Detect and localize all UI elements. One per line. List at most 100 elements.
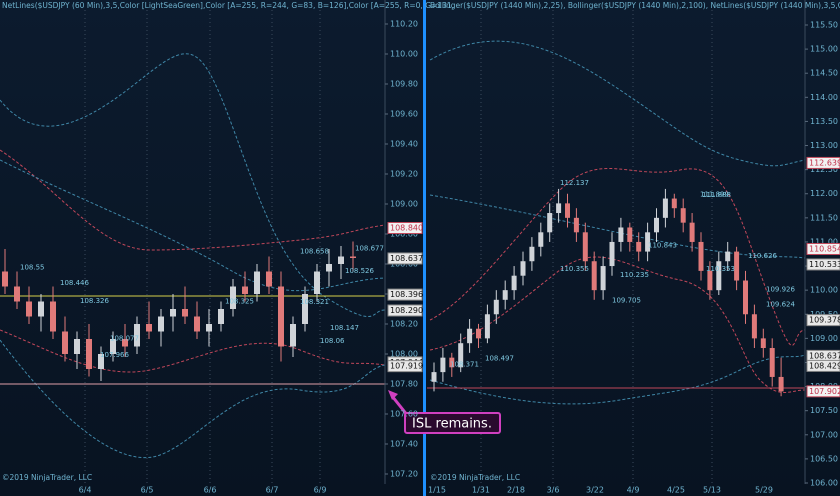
price-tag <box>387 304 423 317</box>
candle-body <box>266 271 272 287</box>
net-label: 108.526 <box>345 267 374 275</box>
net-label: 109.926 <box>766 286 795 294</box>
net-label: 111.899 <box>700 191 729 199</box>
price-tag-label: 108.840 <box>390 224 423 233</box>
y-tick-label: 111.00 <box>810 237 838 246</box>
net-label: 108.677 <box>355 244 384 252</box>
y-tick-label: 110.00 <box>810 286 838 295</box>
price-tag <box>806 156 840 169</box>
net-label: 108.371 <box>450 361 479 369</box>
y-tick-label: 113.00 <box>810 141 838 150</box>
candle-body <box>618 227 624 242</box>
price-tag <box>387 288 423 301</box>
candle-body <box>146 324 152 332</box>
price-tag <box>806 258 840 271</box>
candle-body <box>326 264 332 272</box>
candle-body <box>26 301 32 317</box>
net-label: 108.147 <box>330 324 359 332</box>
price-tag-label: 108.290 <box>390 306 423 315</box>
x-tick-label: 6/4 <box>79 486 92 495</box>
x-tick-label: 3/6 <box>547 486 560 495</box>
indicator-header: Bollinger($USDJPY (1440 Min),2,25), Boll… <box>430 1 840 10</box>
net-label: 110.355 <box>560 265 589 273</box>
candle-body <box>538 232 544 247</box>
candle-body <box>698 241 704 271</box>
net-label: 110.626 <box>748 252 777 260</box>
y-tick-label: 110.00 <box>390 50 418 59</box>
candle-body <box>50 301 56 332</box>
y-tick-label: 113.50 <box>810 117 838 126</box>
x-tick-label: 3/22 <box>586 486 604 495</box>
y-tick-label: 109.20 <box>390 170 418 179</box>
candle-body <box>458 343 464 368</box>
candle-body <box>547 213 553 233</box>
x-tick-label: 6/9 <box>314 486 327 495</box>
price-tag-label: 110.854 <box>809 244 840 253</box>
candle-body <box>218 309 224 324</box>
net-label: 108.321 <box>300 298 329 306</box>
net-label: 108.325 <box>225 297 254 305</box>
price-tag <box>387 252 423 265</box>
candle-body <box>760 338 766 349</box>
divider <box>423 0 426 496</box>
candle-body <box>314 271 320 294</box>
x-tick-label: 4/25 <box>667 486 685 495</box>
candle-body <box>440 357 446 373</box>
candle-body <box>254 271 260 294</box>
x-tick-label: 4/9 <box>627 486 640 495</box>
copyright: ©2019 NinjaTrader, LLC <box>2 473 92 482</box>
net-label: 112.137 <box>560 179 589 187</box>
candle-body <box>529 246 535 262</box>
y-tick-label: 109.80 <box>390 80 418 89</box>
candle-body <box>493 299 499 315</box>
candle-body <box>716 261 722 291</box>
y-tick-label: 109.00 <box>810 334 838 343</box>
candle-body <box>743 280 748 315</box>
candle-body <box>38 301 44 317</box>
candle-body <box>350 256 356 258</box>
candle-body <box>302 294 308 324</box>
candle-body <box>609 241 615 267</box>
candle-body <box>182 309 188 317</box>
price-tag-label: 108.637 <box>390 254 423 263</box>
price-tag-label: 110.533 <box>809 260 840 269</box>
net-label: 110.843 <box>648 242 677 250</box>
candle-body <box>662 198 668 218</box>
candle-body <box>158 316 164 332</box>
annotation-text: ISL remains. <box>412 417 492 432</box>
y-tick-label: 111.50 <box>810 213 838 222</box>
candle-body <box>565 203 570 218</box>
y-tick-label: 107.40 <box>390 440 418 449</box>
candle-body <box>194 316 200 332</box>
net-label: 108.446 <box>60 279 89 287</box>
y-tick-label: 109.00 <box>390 200 418 209</box>
price-tag <box>387 222 423 234</box>
candle-body <box>636 241 642 252</box>
x-tick-label: 5/29 <box>755 486 773 495</box>
price-tag-label: 107.902 <box>809 387 840 396</box>
y-tick-label: 107.80 <box>390 380 418 389</box>
candle-body <box>591 261 597 291</box>
y-tick-label: 109.40 <box>390 140 418 149</box>
x-tick-label: 6/7 <box>266 486 279 495</box>
y-tick-label: 107.50 <box>810 406 838 415</box>
y-tick-label: 114.50 <box>810 69 838 78</box>
candle-body <box>62 331 68 354</box>
candle-body <box>734 251 740 281</box>
candle-body <box>14 286 20 302</box>
net-label: 108.497 <box>485 355 514 363</box>
candle-body <box>467 328 473 344</box>
price-tag-label: 108.637 <box>809 351 840 360</box>
x-tick-label: 5/13 <box>703 486 721 495</box>
net-label: 110.353 <box>706 265 735 273</box>
net-label: 111.888 <box>702 191 731 199</box>
candle-body <box>278 286 284 347</box>
y-tick-label: 107.20 <box>390 470 418 479</box>
x-tick-label: 2/18 <box>507 486 525 495</box>
candle-body <box>671 198 677 209</box>
candle-body <box>476 328 481 339</box>
price-tag-label: 107.919 <box>390 362 423 371</box>
candle-body <box>74 339 80 354</box>
y-tick-label: 106.00 <box>810 479 838 488</box>
net-label: 108.55 <box>20 264 45 272</box>
